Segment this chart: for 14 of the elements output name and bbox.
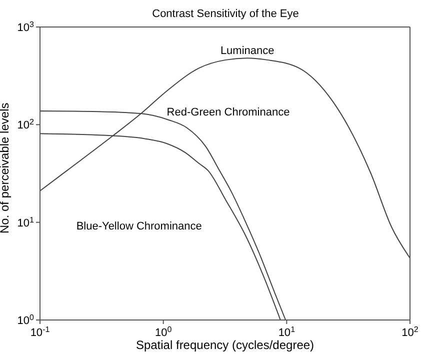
y-axis-title: No. of perceivable levels xyxy=(0,102,12,234)
y-tick-label: 10$^{1}$ xyxy=(17,214,35,230)
x-tick-label: 10$^{0}$ xyxy=(154,324,172,339)
text: Blue-Yellow Chrominance xyxy=(76,220,202,233)
y-tick-label: 10$^{2}$ xyxy=(17,117,35,132)
x-tick-label: 10$^{2}$ xyxy=(402,324,419,339)
x-tick-label: 10$^{-1}$ xyxy=(30,324,50,339)
y-tick-label: 10$^{3}$ xyxy=(17,20,35,34)
chart-title: Contrast Sensitivity of the Eye xyxy=(151,8,300,20)
y-tick-label: 10$^{0}$ xyxy=(17,312,35,327)
x-axis-title: Spatial frequency (cycles/degree) xyxy=(136,338,314,352)
series-label: Luminance xyxy=(220,45,274,58)
series-label: Red-Green Chrominance xyxy=(166,106,290,119)
x-tick-label: 10$^{1}$ xyxy=(278,324,296,339)
